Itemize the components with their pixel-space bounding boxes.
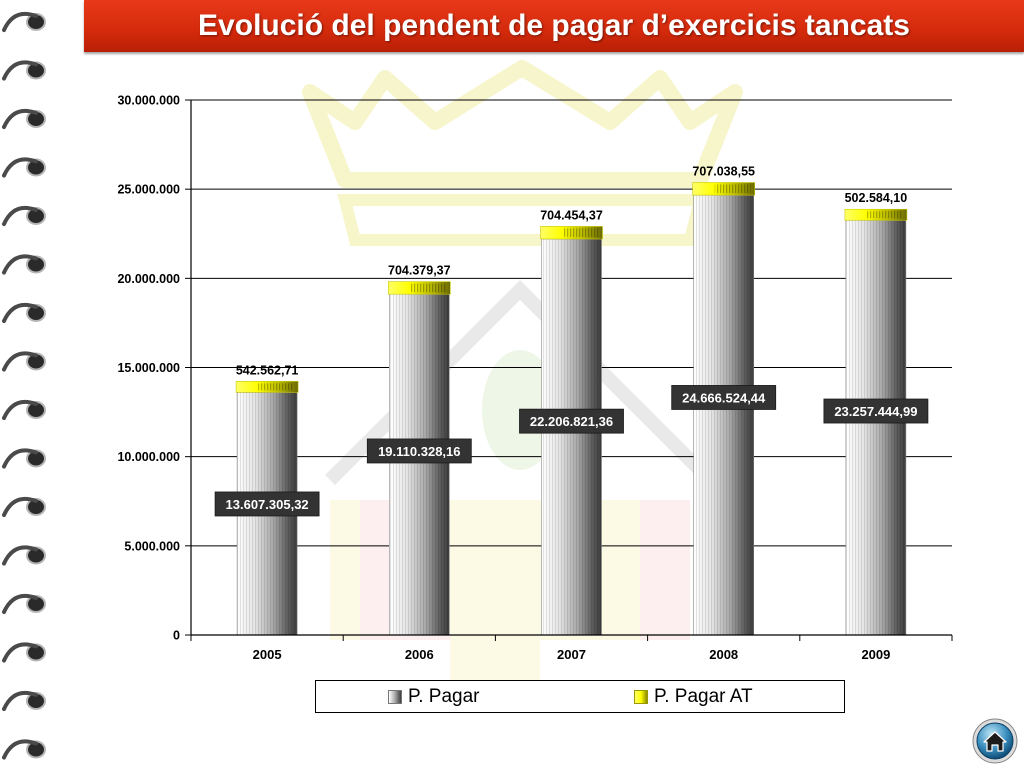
bar-p-pagar-at-texture (866, 211, 903, 219)
data-label-p-pagar: 23.257.444,99 (834, 404, 917, 419)
binding-ring (2, 302, 46, 323)
data-label-p-pagar: 13.607.305,32 (226, 497, 309, 512)
x-tick-label: 2008 (709, 647, 738, 662)
y-tick-label: 15.000.000 (117, 361, 180, 375)
binding-ring (2, 399, 46, 420)
data-label-box (366, 438, 472, 464)
spiral-binding-icon (2, 11, 46, 760)
legend-label: P. Pagar (408, 686, 480, 707)
x-tick-label: 2005 (253, 647, 282, 662)
y-tick-label: 20.000.000 (117, 272, 180, 286)
bar-p-pagar-texture (845, 220, 906, 635)
y-tick-label: 0 (173, 629, 180, 643)
bar-p-pagar-at-texture (714, 184, 751, 194)
binding-ring (2, 593, 46, 614)
x-tick-label: 2009 (861, 647, 890, 662)
binding-ring (2, 157, 46, 178)
x-tick-label: 2006 (405, 647, 434, 662)
data-label-p-pagar: 24.666.524,44 (682, 390, 766, 405)
data-label-p-pagar: 22.206.821,36 (530, 414, 613, 429)
data-label-box (823, 398, 929, 424)
y-tick-label: 5.000.000 (124, 539, 180, 553)
binding-ring (2, 205, 46, 226)
title-bar: Evolució del pendent de pagar d’exercici… (84, 0, 1024, 52)
binding-ring (2, 60, 46, 81)
binding-ring (2, 642, 46, 663)
data-label-p-pagar: 19.110.328,16 (378, 444, 460, 459)
bar-p-pagar-texture (541, 238, 602, 636)
legend-label: P. Pagar AT (654, 686, 753, 707)
legend-item-p-pagar: P. Pagar (388, 686, 479, 708)
data-label-box (519, 408, 624, 434)
data-label-box (214, 491, 320, 517)
data-label-p-pagar-at: 704.379,37 (388, 264, 451, 278)
binding-ring (2, 496, 46, 517)
bar-p-pagar-at-texture (562, 228, 599, 237)
legend-swatch-yellow (634, 690, 648, 704)
x-tick-label: 2007 (557, 647, 586, 662)
home-button[interactable] (972, 718, 1018, 764)
bar-p-pagar-texture (389, 294, 450, 635)
y-tick-label: 30.000.000 (117, 94, 180, 108)
binding-ring (2, 351, 46, 372)
binding-ring (2, 108, 46, 129)
y-tick-label: 10.000.000 (117, 450, 180, 464)
bar-p-pagar-at-texture (410, 283, 447, 293)
bar-p-pagar-at-texture (258, 383, 295, 391)
binding-ring (2, 448, 46, 469)
data-label-p-pagar-at: 542.562,71 (236, 363, 299, 377)
coat-of-arms-watermark (302, 60, 743, 680)
legend-item-p-pagar-at: P. Pagar AT (634, 686, 753, 708)
binding-ring (2, 739, 46, 760)
data-label-box (671, 385, 777, 410)
binding-ring (2, 690, 46, 711)
binding-ring (2, 545, 46, 566)
page-title: Evolució del pendent de pagar d’exercici… (198, 9, 910, 42)
y-tick-label: 25.000.000 (117, 183, 180, 197)
data-label-p-pagar-at: 704.454,37 (540, 208, 603, 222)
binding-ring (2, 11, 46, 32)
data-label-p-pagar-at: 502.584,10 (845, 191, 908, 205)
chart-legend: P. Pagar P. Pagar AT (315, 680, 845, 713)
bar-p-pagar-texture (693, 195, 754, 635)
legend-swatch-gray (388, 690, 402, 704)
home-icon (983, 731, 1007, 752)
data-label-p-pagar-at: 707.038,55 (692, 165, 755, 179)
binding-ring (2, 254, 46, 275)
